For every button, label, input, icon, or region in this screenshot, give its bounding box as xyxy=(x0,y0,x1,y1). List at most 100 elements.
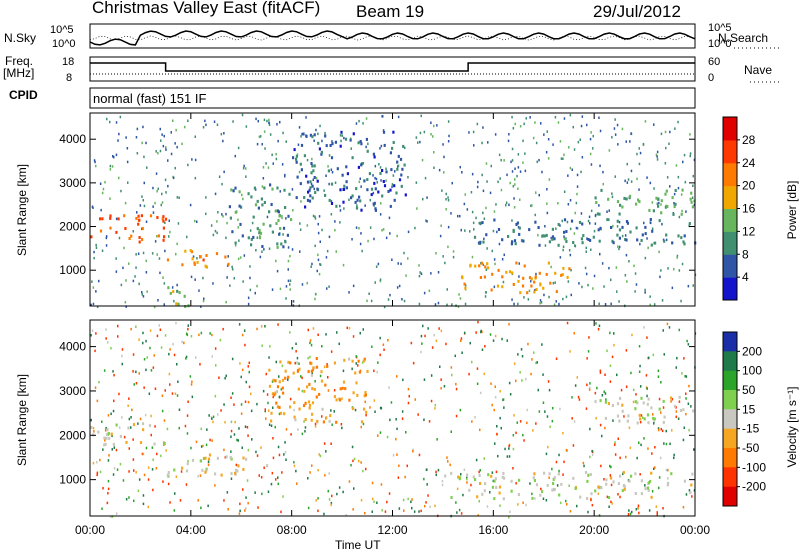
noise-point xyxy=(240,375,242,379)
feature-point xyxy=(690,191,693,195)
feature-point xyxy=(315,395,318,399)
noise-point xyxy=(208,414,210,417)
feature-point xyxy=(309,180,312,184)
velocity-ylabel: Slant Range [km] xyxy=(15,373,29,467)
feature-point xyxy=(178,291,181,295)
noise-point xyxy=(499,390,501,393)
noise-point xyxy=(618,245,621,249)
noise-point xyxy=(526,408,528,412)
feature-point xyxy=(261,203,264,207)
feature-point xyxy=(666,205,669,208)
noise-point xyxy=(558,453,560,457)
noise-point xyxy=(295,350,297,353)
feature-point xyxy=(666,483,669,487)
noise-point xyxy=(400,262,402,266)
noise-point xyxy=(98,380,100,384)
freq-series xyxy=(90,62,695,72)
noise-point xyxy=(351,445,354,449)
noise-point xyxy=(403,509,405,512)
feature-point xyxy=(309,194,312,198)
noise-point xyxy=(447,120,450,123)
noise-point xyxy=(90,303,92,307)
feature-point xyxy=(279,360,282,364)
noise-point xyxy=(424,334,426,338)
noise-point xyxy=(435,473,437,477)
feature-point xyxy=(689,197,692,201)
noise-point xyxy=(143,181,145,185)
noise-point xyxy=(281,364,284,368)
noise-point xyxy=(376,501,378,504)
noise-point xyxy=(216,123,219,126)
noise-point xyxy=(371,345,373,348)
noise-point xyxy=(328,182,330,186)
noise-point xyxy=(625,140,627,143)
y-tick-label: 3000 xyxy=(59,176,86,190)
noise-point xyxy=(268,356,270,359)
noise-point xyxy=(311,372,313,375)
velocity-colorbar-label: Velocity [m s⁻¹] xyxy=(785,386,799,468)
noise-point xyxy=(204,119,206,123)
feature-point xyxy=(635,226,638,230)
feature-point xyxy=(607,496,611,499)
noise-point xyxy=(263,130,266,133)
feature-point xyxy=(252,215,255,219)
noise-point xyxy=(151,468,154,471)
feature-point xyxy=(339,387,342,391)
noise-point xyxy=(476,367,479,370)
feature-point xyxy=(618,212,621,216)
nsky-tick-low: 10^0 xyxy=(52,38,76,50)
noise-point xyxy=(340,139,342,143)
feature-point xyxy=(589,473,592,476)
noise-point xyxy=(239,509,241,513)
noise-point xyxy=(406,464,408,468)
feature-point xyxy=(389,204,392,208)
feature-point xyxy=(643,417,646,421)
feature-point xyxy=(621,403,624,407)
feature-point xyxy=(587,473,590,477)
feature-point xyxy=(185,469,189,473)
noise-point xyxy=(661,429,664,433)
feature-point xyxy=(364,391,367,394)
y-tick-label: 1000 xyxy=(59,473,86,487)
feature-point xyxy=(466,473,469,477)
noise-point xyxy=(146,356,148,359)
noise-point xyxy=(475,216,477,220)
noise-point xyxy=(282,131,284,135)
feature-point xyxy=(181,466,184,470)
noise-point xyxy=(547,445,549,449)
noise-point xyxy=(656,155,658,158)
noise-point xyxy=(218,175,221,178)
noise-point xyxy=(451,303,453,306)
feature-point xyxy=(667,481,670,485)
noise-point xyxy=(614,441,616,444)
noise-point xyxy=(301,283,304,286)
feature-point xyxy=(517,493,520,496)
noise-point xyxy=(587,510,589,514)
feature-point xyxy=(683,479,686,483)
noise-point xyxy=(598,324,601,328)
feature-point xyxy=(202,457,206,460)
noise-point xyxy=(373,237,375,241)
noise-point xyxy=(436,124,438,127)
noise-point xyxy=(522,139,524,143)
feature-point xyxy=(397,154,400,158)
noise-point xyxy=(677,186,680,190)
noise-point xyxy=(380,144,383,148)
noise-point xyxy=(537,388,539,392)
noise-point xyxy=(523,439,525,442)
noise-point xyxy=(610,278,612,282)
noise-point xyxy=(630,132,632,135)
noise-point xyxy=(412,448,414,451)
noise-point xyxy=(369,198,371,202)
feature-point xyxy=(270,419,273,423)
feature-point xyxy=(157,234,160,238)
noise-point xyxy=(445,208,447,211)
feature-point xyxy=(373,201,376,205)
noise-point xyxy=(130,426,132,429)
feature-point xyxy=(652,209,655,213)
noise-point xyxy=(145,368,147,372)
feature-point xyxy=(287,214,290,218)
noise-point xyxy=(112,409,115,413)
noise-point xyxy=(625,455,627,459)
